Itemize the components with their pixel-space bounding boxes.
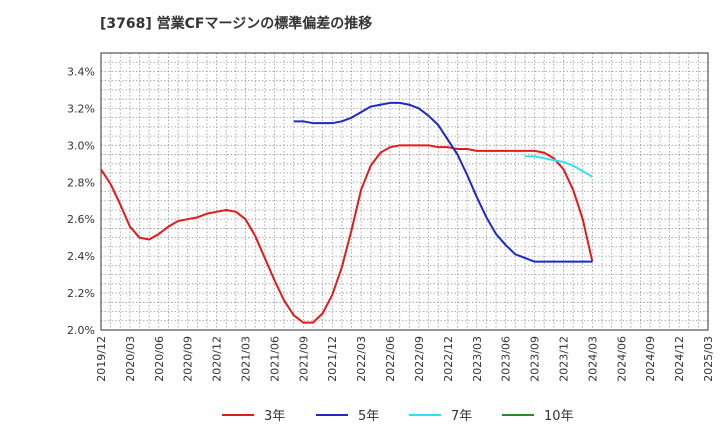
- legend-label: 5年: [358, 409, 379, 424]
- x-tick-label: 2020/12: [211, 336, 224, 382]
- x-tick-label: 2021/03: [240, 336, 253, 382]
- x-tick-label: 2020/03: [124, 336, 137, 382]
- legend-label: 10年: [544, 409, 574, 424]
- y-tick-label: 3.0%: [67, 139, 95, 152]
- y-axis: 2.0% 2.2% 2.4% 2.6% 2.8% 3.0% 3.2% 3.4%: [67, 65, 95, 337]
- x-tick-label: 2020/09: [182, 336, 195, 382]
- x-tick-label: 2022/06: [384, 336, 397, 382]
- x-tick-label: 2024/03: [586, 336, 599, 382]
- x-tick-label: 2022/03: [355, 336, 368, 382]
- legend-label: 7年: [451, 409, 472, 424]
- x-tick-label: 2023/12: [557, 336, 570, 382]
- plot-area: [100, 52, 709, 331]
- y-tick-label: 2.4%: [67, 250, 95, 263]
- series-lines: [100, 101, 594, 324]
- x-tick-label: 2023/03: [471, 336, 484, 382]
- x-tick-label: 2022/09: [413, 336, 426, 382]
- series-line-5年: [293, 101, 593, 263]
- x-tick-label: 2021/09: [297, 336, 310, 382]
- gridlines: [100, 52, 709, 331]
- x-tick-label: 2021/06: [268, 336, 281, 382]
- x-tick-label: 2024/12: [673, 336, 686, 382]
- legend: 3年 5年 7年 10年: [222, 409, 574, 424]
- x-tick-label: 2024/09: [644, 336, 657, 382]
- x-tick-label: 2021/12: [326, 336, 339, 382]
- y-tick-label: 3.4%: [67, 65, 95, 78]
- x-axis: 2019/12 2020/03 2020/06 2020/09 2020/12 2021/…: [95, 336, 715, 382]
- x-tick-label: 2022/12: [442, 336, 455, 382]
- y-tick-label: 2.0%: [67, 324, 95, 337]
- y-tick-label: 2.8%: [67, 176, 95, 189]
- series-line-7年: [524, 155, 593, 178]
- y-tick-label: 3.2%: [67, 102, 95, 115]
- legend-label: 3年: [264, 409, 285, 424]
- x-tick-label: 2019/12: [95, 336, 108, 382]
- y-tick-label: 2.2%: [67, 287, 95, 300]
- series-line-3年: [100, 144, 594, 324]
- y-tick-label: 2.6%: [67, 213, 95, 226]
- x-tick-label: 2020/06: [153, 336, 166, 382]
- x-tick-label: 2024/06: [615, 336, 628, 382]
- x-tick-label: 2025/03: [702, 336, 715, 382]
- x-tick-label: 2023/06: [500, 336, 513, 382]
- chart-title: [3768] 営業CFマージンの標準偏差の推移: [100, 15, 372, 32]
- x-tick-label: 2023/09: [529, 336, 542, 382]
